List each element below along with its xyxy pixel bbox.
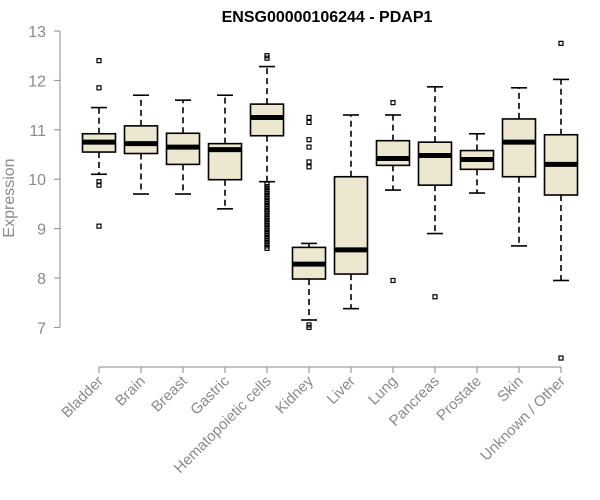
outlier-point (390, 100, 396, 106)
outlier-point (306, 324, 312, 331)
y-tick-label: 11 (29, 123, 46, 140)
outlier-point (558, 355, 564, 361)
box-liver (333, 114, 369, 310)
outlier-point (96, 58, 102, 64)
box-iqr (417, 141, 453, 186)
x-tick-label: Liver (324, 373, 359, 408)
outlier-point (96, 182, 102, 188)
outlier-point (306, 119, 312, 125)
x-tick-label: Bladder (58, 373, 107, 422)
outlier-point (306, 114, 312, 121)
box-series (81, 40, 579, 361)
outlier-point (306, 164, 312, 170)
outlier-point (558, 40, 564, 46)
outlier-point (96, 85, 102, 91)
y-tick-label: 7 (37, 320, 46, 337)
outlier-point (264, 55, 270, 61)
x-tick-label: Breast (148, 372, 191, 415)
box-skin (501, 87, 537, 247)
outlier-point (306, 144, 312, 150)
box-kidney (291, 114, 327, 331)
outlier-point (306, 159, 312, 165)
y-axis: 7 8 9 10 11 12 13 (28, 24, 61, 337)
outlier-point (432, 294, 438, 300)
box-breast (165, 99, 201, 195)
x-tick-label: Brain (112, 373, 149, 410)
box-hematopoietic-cells (249, 53, 285, 251)
chart-title: ENSG00000106244 - PDAP1 (222, 9, 433, 26)
x-tick-label: Prostate (433, 373, 485, 425)
outlier-point (390, 277, 396, 284)
outlier-point (264, 245, 270, 251)
x-tick-label: Lung (365, 373, 401, 409)
x-tick-label: Kidney (272, 372, 317, 417)
y-axis-label: Expression (1, 158, 18, 237)
box-iqr (375, 139, 411, 167)
box-pancreas (417, 86, 453, 300)
y-tick-label: 10 (28, 172, 46, 189)
box-iqr (501, 118, 537, 178)
box-iqr (123, 125, 159, 155)
y-tick-label: 12 (28, 73, 46, 90)
box-bladder (81, 58, 117, 229)
y-tick-label: 9 (37, 222, 46, 239)
box-unknown-other (543, 40, 579, 361)
box-lung (375, 100, 411, 284)
y-tick-label: 8 (37, 271, 46, 288)
x-tick-label: Skin (494, 373, 527, 406)
outlier-point (306, 137, 312, 143)
outlier-point (96, 223, 102, 229)
box-gastric (207, 94, 243, 210)
box-prostate (459, 132, 495, 194)
box-brain (123, 94, 159, 195)
box-iqr (333, 175, 369, 275)
y-tick-label: 13 (28, 24, 46, 41)
